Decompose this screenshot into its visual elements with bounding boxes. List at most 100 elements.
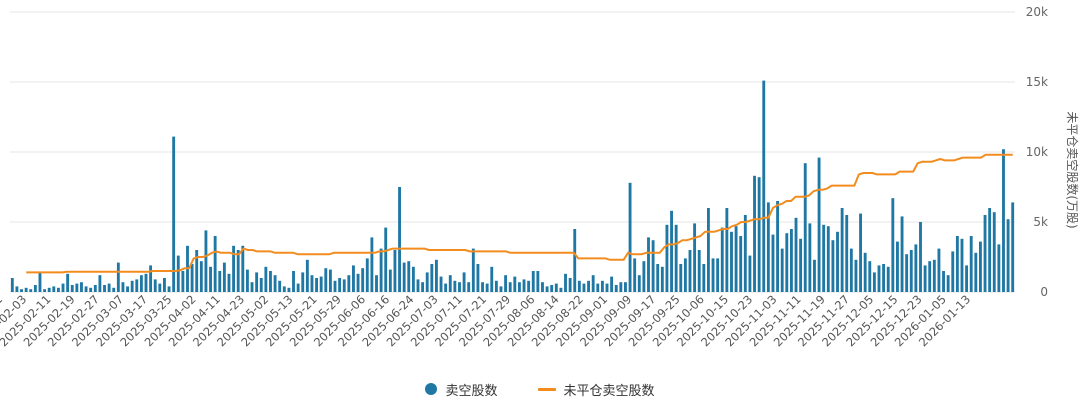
bar[interactable] [688, 250, 692, 292]
bar[interactable] [421, 282, 425, 292]
bar[interactable] [135, 279, 139, 292]
bar[interactable] [232, 245, 236, 292]
bar[interactable] [103, 285, 106, 292]
bar[interactable] [158, 283, 162, 292]
bar[interactable] [416, 279, 420, 292]
bar[interactable] [61, 283, 65, 292]
bar[interactable] [541, 282, 544, 292]
bar[interactable] [130, 280, 134, 292]
bar[interactable] [896, 241, 899, 292]
bar[interactable] [195, 250, 199, 292]
bar[interactable] [107, 283, 111, 292]
bar[interactable] [458, 282, 461, 292]
bar[interactable] [379, 248, 383, 292]
bar[interactable] [273, 275, 277, 292]
bar[interactable] [494, 280, 498, 292]
bar[interactable] [190, 264, 194, 292]
bar[interactable] [725, 208, 729, 292]
bar[interactable] [333, 280, 337, 292]
bar[interactable] [674, 224, 678, 292]
bar[interactable] [799, 238, 803, 292]
bar[interactable] [762, 80, 766, 292]
bar[interactable] [213, 236, 217, 292]
bar[interactable] [845, 215, 849, 292]
bar[interactable] [965, 265, 969, 292]
bar[interactable] [10, 278, 14, 292]
bar[interactable] [328, 269, 332, 292]
bar[interactable] [550, 285, 554, 292]
bar[interactable] [914, 244, 918, 292]
bar[interactable] [425, 272, 429, 292]
bar[interactable] [112, 287, 116, 292]
bar[interactable] [481, 282, 484, 292]
bar[interactable] [80, 282, 83, 292]
bar[interactable] [245, 269, 249, 292]
bar[interactable] [803, 163, 807, 292]
bar[interactable] [527, 280, 531, 292]
bar[interactable] [743, 215, 747, 292]
bar[interactable] [209, 266, 212, 292]
bar[interactable] [693, 223, 697, 292]
bar[interactable] [356, 273, 360, 292]
bar[interactable] [582, 283, 586, 292]
bar[interactable] [656, 264, 660, 292]
bar[interactable] [476, 264, 480, 292]
bar[interactable] [338, 278, 342, 292]
bar[interactable] [467, 282, 471, 292]
bar[interactable] [836, 231, 839, 292]
bar[interactable] [610, 276, 614, 292]
bar[interactable] [310, 275, 314, 292]
bar[interactable] [269, 271, 272, 292]
bar[interactable] [942, 271, 945, 292]
bar[interactable] [776, 201, 780, 292]
bar[interactable] [163, 278, 166, 292]
bar[interactable] [89, 287, 93, 292]
bar[interactable] [255, 272, 259, 292]
bar[interactable] [831, 240, 835, 292]
bar[interactable] [849, 248, 853, 292]
bar[interactable] [983, 215, 987, 292]
bar[interactable] [126, 286, 129, 292]
bar[interactable] [794, 217, 798, 292]
bar[interactable] [435, 259, 438, 292]
bar[interactable] [504, 275, 508, 292]
bar[interactable] [471, 248, 475, 292]
bar[interactable] [342, 279, 346, 292]
bar[interactable] [361, 268, 365, 292]
bar[interactable] [448, 275, 452, 292]
bar[interactable] [951, 251, 955, 292]
bar[interactable] [573, 229, 577, 292]
bar[interactable] [453, 280, 457, 292]
bar[interactable] [955, 236, 959, 292]
bar[interactable] [407, 261, 411, 292]
bar[interactable] [222, 262, 226, 292]
bar[interactable] [988, 208, 992, 292]
bar[interactable] [282, 286, 286, 292]
bar[interactable] [144, 273, 148, 292]
bar[interactable] [697, 250, 701, 292]
bar[interactable] [628, 182, 632, 292]
bar[interactable] [250, 282, 254, 292]
legend-item-line[interactable]: 未平仓卖空股数 [537, 380, 655, 399]
bar[interactable] [822, 224, 826, 292]
bar[interactable] [647, 237, 650, 292]
bar[interactable] [1002, 149, 1005, 292]
bar[interactable] [33, 285, 37, 292]
bar[interactable] [517, 282, 521, 292]
bar[interactable] [66, 273, 70, 292]
bar[interactable] [707, 208, 710, 292]
bar[interactable] [545, 286, 549, 292]
legend-item-bars[interactable]: 卖空股数 [425, 380, 498, 399]
bar[interactable] [877, 265, 881, 292]
bar[interactable] [1006, 219, 1010, 292]
bar[interactable] [139, 275, 143, 292]
bar[interactable] [826, 226, 830, 292]
bar[interactable] [149, 265, 153, 292]
bar[interactable] [181, 271, 185, 292]
bar[interactable] [305, 259, 309, 292]
bar[interactable] [923, 265, 927, 292]
bar[interactable] [402, 262, 406, 292]
bar[interactable] [716, 258, 720, 292]
bar[interactable] [909, 250, 913, 292]
bar[interactable] [813, 259, 816, 292]
